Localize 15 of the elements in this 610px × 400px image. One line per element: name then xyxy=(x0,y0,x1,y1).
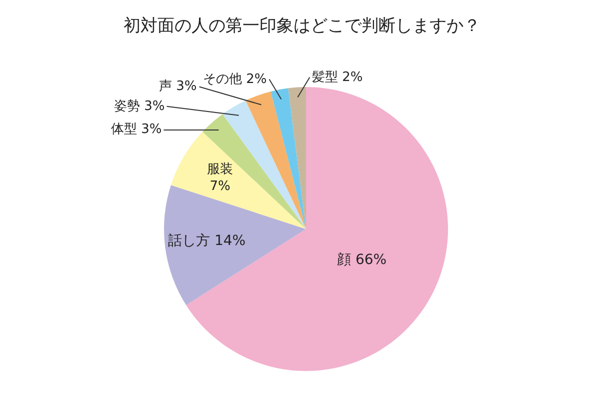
data-label: 7% xyxy=(210,178,230,194)
slice-label: 声 3% xyxy=(159,79,197,94)
pie-slice xyxy=(270,88,306,229)
pie-slice xyxy=(288,87,306,229)
pie-slice xyxy=(170,132,306,229)
slice-label: 顔 66% xyxy=(337,252,387,268)
slice-label: 話し方 14% xyxy=(168,233,246,249)
slice-label: 姿勢 3% xyxy=(114,99,165,114)
chart-title: 初対面の人の第一印象はどこで判断しますか？ xyxy=(123,16,480,36)
pie-slice xyxy=(202,114,306,229)
slice-label: 髪型 2% xyxy=(312,70,363,85)
slice-label: その他 2% xyxy=(203,72,267,87)
pie-slice xyxy=(246,91,306,229)
slice-label: 服装 xyxy=(207,162,233,177)
slice-label: 体型 3% xyxy=(111,122,162,137)
